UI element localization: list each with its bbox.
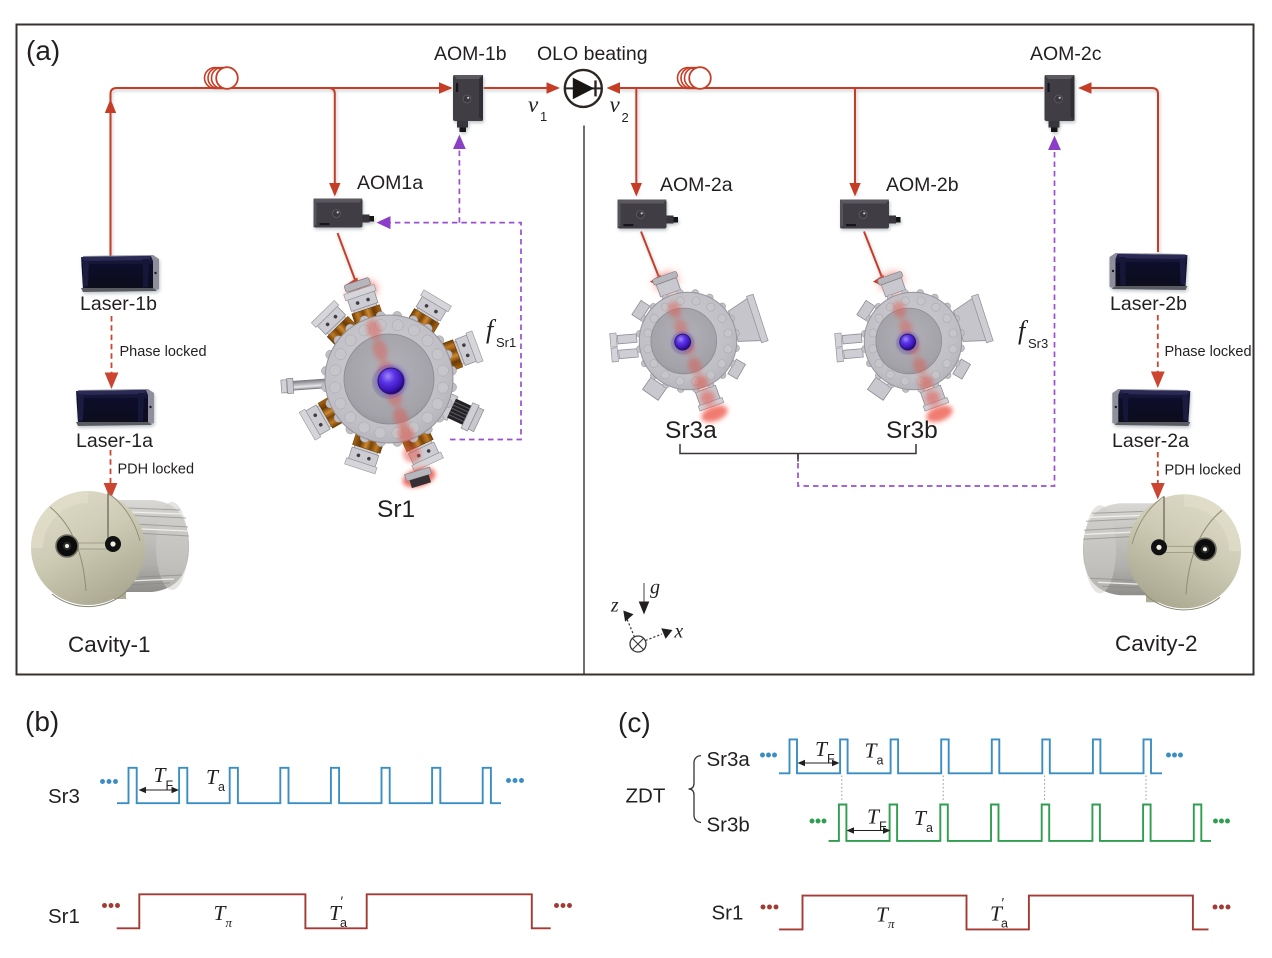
svg-text:2: 2: [622, 110, 629, 125]
svg-text:ZDT: ZDT: [626, 785, 666, 808]
svg-text:π: π: [888, 916, 895, 931]
svg-text:Sr1: Sr1: [48, 905, 80, 928]
svg-text:T: T: [154, 763, 168, 787]
svg-text:ν: ν: [528, 92, 539, 117]
svg-text:T: T: [865, 739, 879, 763]
svg-text:g: g: [650, 577, 660, 599]
svg-text:F: F: [166, 779, 174, 793]
svg-text:Sr3a: Sr3a: [665, 417, 717, 444]
svg-text:z: z: [610, 596, 619, 617]
svg-text:F: F: [879, 820, 887, 834]
svg-text:a: a: [218, 780, 225, 794]
svg-text:a: a: [926, 821, 933, 835]
svg-text:AOM1a: AOM1a: [357, 172, 423, 194]
svg-text:Laser-2b: Laser-2b: [1110, 293, 1187, 315]
svg-text:Phase locked: Phase locked: [120, 344, 207, 360]
svg-text:T: T: [214, 901, 228, 925]
svg-text:Sr3: Sr3: [48, 785, 80, 808]
svg-text:Laser-2a: Laser-2a: [1112, 430, 1189, 452]
svg-text:(b): (b): [25, 706, 59, 737]
svg-text:Sr3: Sr3: [1028, 336, 1048, 351]
svg-text:Sr3b: Sr3b: [886, 417, 938, 444]
svg-text:Laser-1b: Laser-1b: [80, 293, 157, 315]
svg-text:AOM-2a: AOM-2a: [660, 174, 733, 196]
svg-text:Sr1: Sr1: [712, 902, 744, 925]
svg-text:Laser-1a: Laser-1a: [76, 430, 153, 452]
svg-text:′: ′: [341, 893, 344, 909]
svg-text:1: 1: [540, 109, 547, 124]
svg-text:Phase locked: Phase locked: [1165, 344, 1252, 360]
svg-text:f: f: [486, 315, 497, 344]
svg-text:Sr3a: Sr3a: [707, 748, 751, 771]
svg-text:T: T: [914, 806, 928, 830]
svg-text:a: a: [877, 754, 884, 768]
svg-text:PDH locked: PDH locked: [118, 462, 195, 478]
svg-text:T: T: [867, 805, 881, 829]
svg-text:a: a: [340, 916, 347, 930]
svg-text:a: a: [1001, 917, 1008, 931]
svg-text:F: F: [827, 752, 835, 766]
svg-text:OLO beating: OLO beating: [537, 43, 648, 65]
svg-text:x: x: [674, 622, 684, 643]
svg-text:Cavity-1: Cavity-1: [68, 632, 151, 657]
svg-text:T: T: [876, 903, 890, 927]
svg-text:AOM-1b: AOM-1b: [434, 43, 507, 65]
svg-text:T: T: [329, 901, 343, 925]
svg-text:π: π: [226, 915, 233, 930]
svg-text:′: ′: [1002, 895, 1005, 911]
svg-text:AOM-2b: AOM-2b: [886, 174, 959, 196]
svg-text:T: T: [990, 902, 1004, 926]
svg-text:AOM-2c: AOM-2c: [1030, 43, 1102, 65]
svg-text:Sr1: Sr1: [377, 496, 415, 523]
svg-text:Sr1: Sr1: [496, 335, 516, 350]
svg-text:ν: ν: [610, 92, 621, 117]
svg-text:f: f: [1018, 316, 1029, 345]
svg-text:T: T: [815, 737, 829, 761]
svg-text:T: T: [206, 765, 220, 789]
svg-text:(c): (c): [618, 707, 651, 738]
svg-text:Cavity-2: Cavity-2: [1115, 631, 1198, 656]
svg-text:PDH locked: PDH locked: [1165, 463, 1242, 479]
svg-text:Sr3b: Sr3b: [707, 814, 750, 837]
svg-text:(a): (a): [26, 35, 60, 66]
